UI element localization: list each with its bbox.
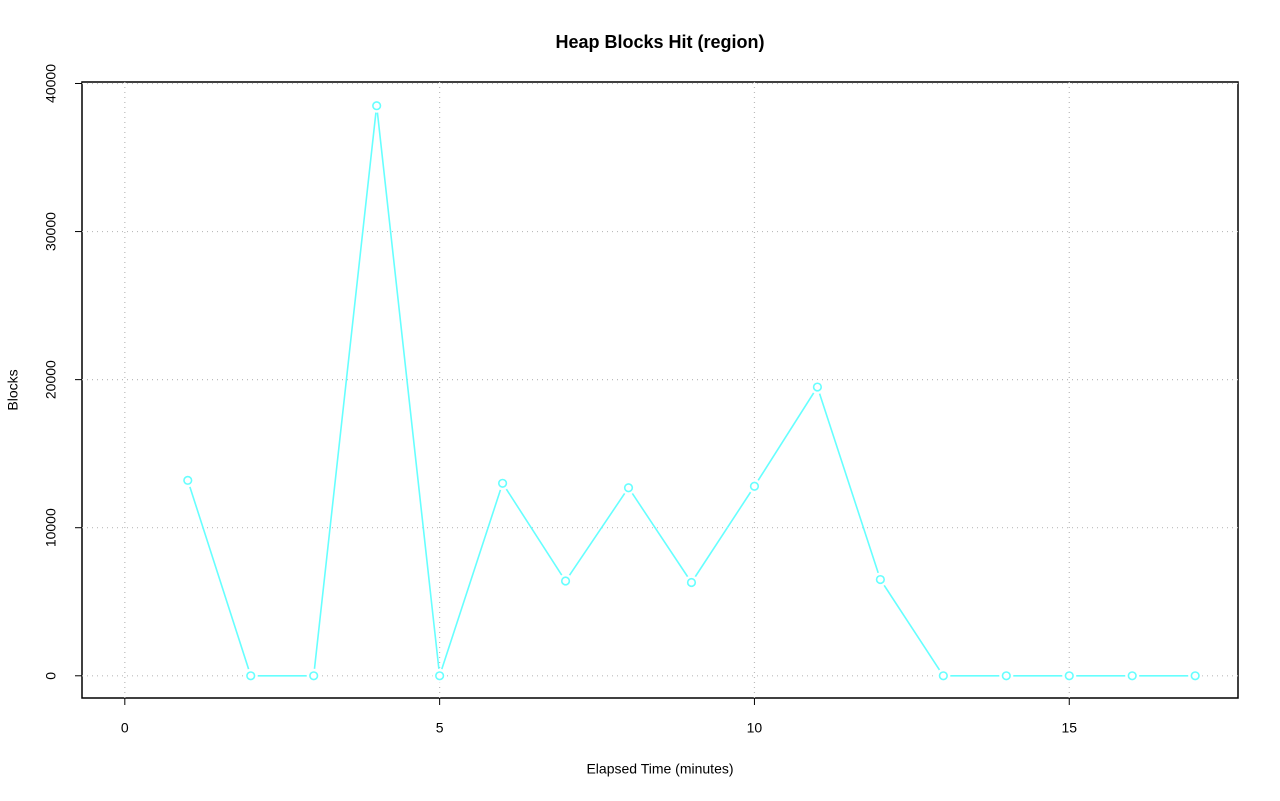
x-tick-label: 15 <box>1061 720 1077 736</box>
point-halo <box>180 473 195 488</box>
data-point <box>560 576 571 586</box>
x-tick-label: 10 <box>747 720 763 736</box>
point-halo <box>999 668 1014 683</box>
data-point <box>812 382 823 392</box>
point-halo <box>369 98 384 113</box>
point-halo <box>243 668 258 683</box>
point-halo <box>1125 668 1140 683</box>
data-point <box>1190 671 1200 681</box>
x-tick-label: 5 <box>436 720 444 736</box>
data-point <box>246 671 256 681</box>
point-halo <box>432 668 447 683</box>
data-point <box>1001 671 1011 681</box>
data-point <box>749 481 760 491</box>
data-point <box>938 671 948 681</box>
x-tick-label: 0 <box>121 720 129 736</box>
data-point <box>1064 671 1074 681</box>
data-point <box>623 483 634 493</box>
y-axis-label: Blocks <box>5 369 21 410</box>
data-point <box>309 671 319 681</box>
x-axis-label: Elapsed Time (minutes) <box>586 761 733 777</box>
data-point <box>686 577 697 588</box>
point-halo <box>621 480 636 495</box>
point-halo <box>1188 668 1203 683</box>
y-tick-label: 30000 <box>43 212 59 251</box>
y-tick-label: 0 <box>43 672 59 680</box>
data-line <box>187 105 1196 677</box>
data-point <box>497 478 508 488</box>
chart-title: Heap Blocks Hit (region) <box>555 32 764 52</box>
point-halo <box>558 574 573 589</box>
data-point <box>1127 671 1137 681</box>
point-halo <box>1062 668 1077 683</box>
y-tick-label: 40000 <box>43 64 59 103</box>
point-halo <box>495 476 510 491</box>
point-halo <box>936 668 951 683</box>
data-point <box>435 671 445 681</box>
data-point <box>183 475 193 485</box>
y-tick-label: 10000 <box>43 508 59 547</box>
y-tick-label: 20000 <box>43 360 59 399</box>
plot-frame <box>81 81 1239 699</box>
point-halo <box>684 575 699 590</box>
point-halo <box>747 479 762 494</box>
point-halo <box>306 668 321 683</box>
point-halo <box>810 380 825 395</box>
data-point <box>875 574 885 585</box>
data-point <box>372 101 382 111</box>
point-halo <box>873 572 888 587</box>
